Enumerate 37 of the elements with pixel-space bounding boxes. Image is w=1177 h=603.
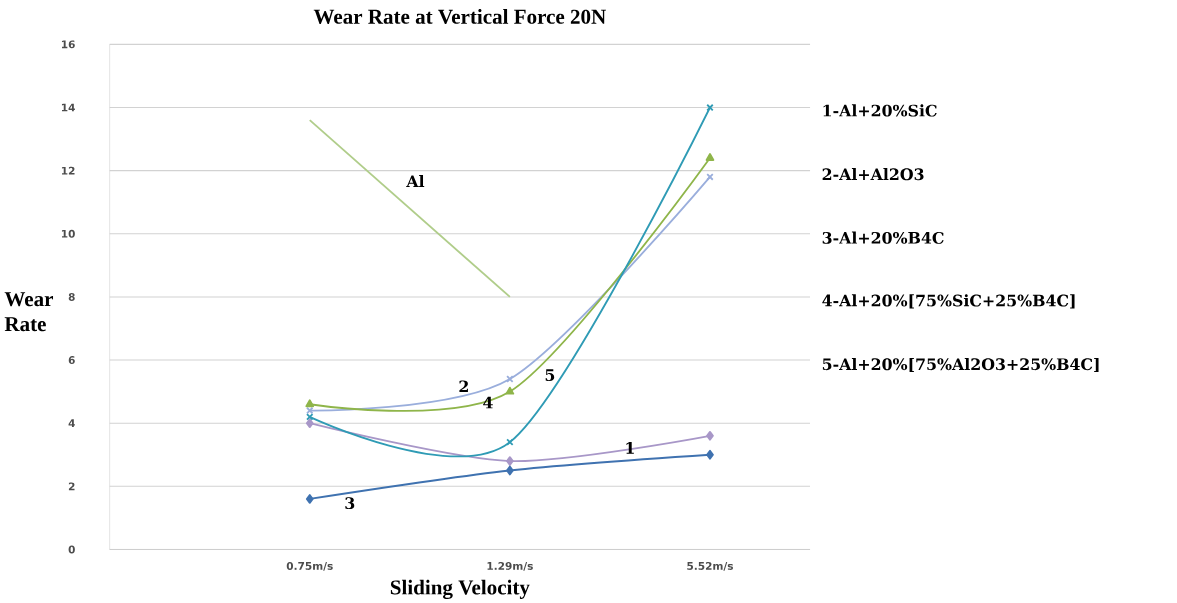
y-tick-label: 16 xyxy=(61,40,75,49)
point xyxy=(506,438,514,446)
text: 3-Al+20%B4C xyxy=(822,231,944,244)
point xyxy=(505,386,515,395)
y-tick-label: 14 xyxy=(61,103,75,112)
series-label: 5 xyxy=(545,369,555,381)
x-tick-label: 1.29m/s xyxy=(487,561,533,571)
chart-title: Wear Rate at Vertical Force 20N xyxy=(313,8,606,24)
x-tick-label: 5.52m/s xyxy=(687,561,733,571)
point xyxy=(305,418,314,428)
y-tick-label: 10 xyxy=(61,229,75,238)
point xyxy=(506,465,514,476)
point xyxy=(506,375,514,383)
point xyxy=(305,399,315,407)
text: 4-Al+20%[75%SiC+25%B4C] xyxy=(822,294,1075,309)
point xyxy=(506,456,514,466)
text: 1-Al+20%SiC xyxy=(823,104,937,117)
point xyxy=(706,173,714,181)
y-axis-title: Wear Rate xyxy=(4,292,54,332)
y-tick-label: 12 xyxy=(61,166,75,175)
y-tick-label: 8 xyxy=(68,292,75,301)
y-tick-label: 0 xyxy=(68,545,75,554)
x-tick-label: 0.75m/s xyxy=(286,561,333,571)
point xyxy=(705,152,715,161)
series-label: 1 xyxy=(626,441,634,454)
x-axis-title: Sliding Velocity xyxy=(390,579,530,599)
series-label: 2 xyxy=(459,380,468,392)
text: 2-Al+Al2O3 xyxy=(822,167,924,181)
y-tick-label: 2 xyxy=(68,482,75,491)
y-tick-label: 4 xyxy=(68,419,75,427)
series-label: 3 xyxy=(345,496,355,509)
series-label: Al xyxy=(406,174,425,187)
point xyxy=(706,449,714,460)
point xyxy=(706,430,714,441)
text: 5-Al+20%[75%Al2O3+25%B4C] xyxy=(822,357,1099,372)
point xyxy=(305,493,314,504)
y-tick-label: 6 xyxy=(68,355,75,364)
